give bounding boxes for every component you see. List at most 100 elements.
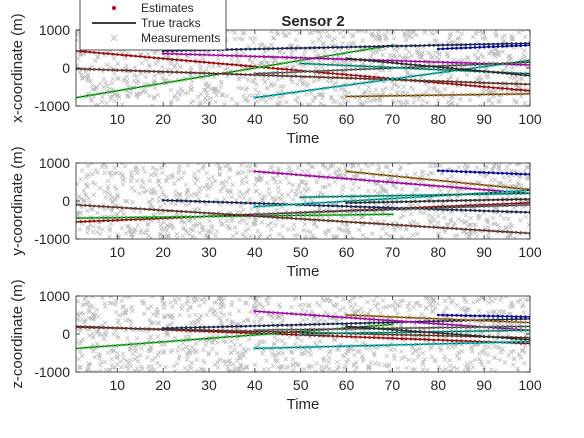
estimate-point — [395, 343, 399, 347]
estimate-point — [381, 321, 385, 324]
estimate-point — [423, 326, 426, 330]
estimate-point — [377, 331, 381, 335]
estimate-point — [148, 84, 151, 87]
estimate-point — [381, 208, 385, 212]
estimate-point — [271, 212, 275, 216]
estimate-point — [496, 198, 500, 202]
estimate-point — [336, 72, 339, 76]
estimate-point — [244, 324, 248, 328]
estimate-point — [358, 344, 362, 348]
estimate-point — [368, 75, 371, 79]
estimate-point — [230, 70, 234, 74]
estimate-point — [276, 346, 280, 350]
estimate-point — [340, 200, 344, 203]
estimate-point — [400, 200, 403, 204]
estimate-point — [313, 88, 316, 91]
estimate-point — [524, 42, 527, 45]
estimate-point — [313, 323, 316, 326]
estimate-point — [391, 333, 394, 336]
estimate-point — [345, 95, 348, 98]
estimate-point — [524, 187, 527, 191]
estimate-point — [349, 220, 353, 224]
estimate-point — [175, 215, 179, 219]
estimate-point — [317, 87, 321, 91]
estimate-point — [184, 59, 188, 62]
estimate-point — [524, 315, 527, 319]
estimate-point — [487, 62, 491, 66]
estimate-point — [216, 200, 220, 204]
estimate-point — [285, 328, 289, 332]
x-tick-label: 70 — [385, 377, 401, 393]
estimate-point — [491, 329, 495, 333]
estimates-track-3 — [76, 203, 530, 235]
estimate-point — [303, 62, 307, 65]
estimate-point — [423, 338, 426, 341]
estimate-point — [262, 310, 266, 314]
estimate-point — [212, 53, 216, 57]
estimate-point — [313, 313, 316, 317]
estimate-point — [473, 43, 477, 46]
estimate-point — [469, 84, 472, 87]
estimate-point — [248, 333, 252, 337]
estimate-point — [514, 203, 518, 207]
estimate-point — [331, 53, 335, 57]
estimate-point — [473, 314, 477, 318]
x-tick-label: 20 — [155, 377, 171, 393]
estimate-point — [203, 211, 206, 215]
estimate-point — [519, 63, 523, 67]
estimate-point — [193, 60, 197, 63]
estimate-point — [248, 214, 252, 218]
estimate-point — [386, 206, 390, 210]
estimate-point — [372, 179, 376, 183]
estimate-point — [395, 175, 399, 178]
estimate-point — [464, 43, 468, 46]
estimate-point — [436, 193, 440, 197]
estimate-point — [514, 315, 518, 318]
estimate-point — [239, 54, 243, 58]
estimate-point — [473, 182, 477, 186]
estimate-point — [239, 64, 243, 67]
estimate-point — [510, 329, 514, 332]
estimates-track-10 — [345, 325, 530, 342]
estimate-point — [446, 334, 449, 338]
estimate-point — [294, 214, 298, 217]
estimate-point — [464, 93, 468, 97]
estimate-point — [294, 74, 298, 78]
estimate-point — [455, 205, 458, 209]
estimate-point — [203, 71, 206, 75]
estimate-point — [496, 62, 500, 65]
estimate-point — [436, 342, 440, 346]
estimate-point — [290, 214, 293, 217]
estimate-point — [331, 219, 335, 223]
estimate-point — [276, 311, 280, 315]
estimate-point — [395, 223, 399, 227]
estimate-point — [248, 329, 252, 333]
estimate-point — [267, 204, 270, 208]
estimate-point — [276, 74, 280, 78]
estimate-point — [519, 210, 523, 214]
estimate-point — [326, 322, 330, 326]
estimate-point — [469, 198, 472, 202]
estimate-point — [446, 206, 449, 210]
estimate-point — [349, 205, 353, 208]
estimate-point — [455, 61, 458, 65]
estimate-point — [267, 64, 270, 68]
estimate-point — [381, 327, 385, 331]
estimate-point — [432, 178, 436, 182]
estimate-point — [354, 68, 358, 71]
estimate-point — [349, 313, 353, 317]
estimate-point — [358, 64, 362, 68]
estimate-point — [487, 314, 491, 318]
estimate-point — [432, 43, 436, 47]
estimate-point — [482, 45, 486, 49]
estimate-point — [244, 214, 248, 217]
estimate-point — [285, 323, 289, 327]
estimate-point — [395, 94, 399, 98]
estimate-point — [180, 58, 183, 62]
estimate-point — [358, 321, 362, 325]
estimate-point — [313, 328, 316, 331]
estimate-point — [386, 213, 390, 216]
estimate-point — [290, 323, 293, 327]
estimate-point — [207, 71, 211, 75]
estimate-point — [427, 338, 431, 342]
